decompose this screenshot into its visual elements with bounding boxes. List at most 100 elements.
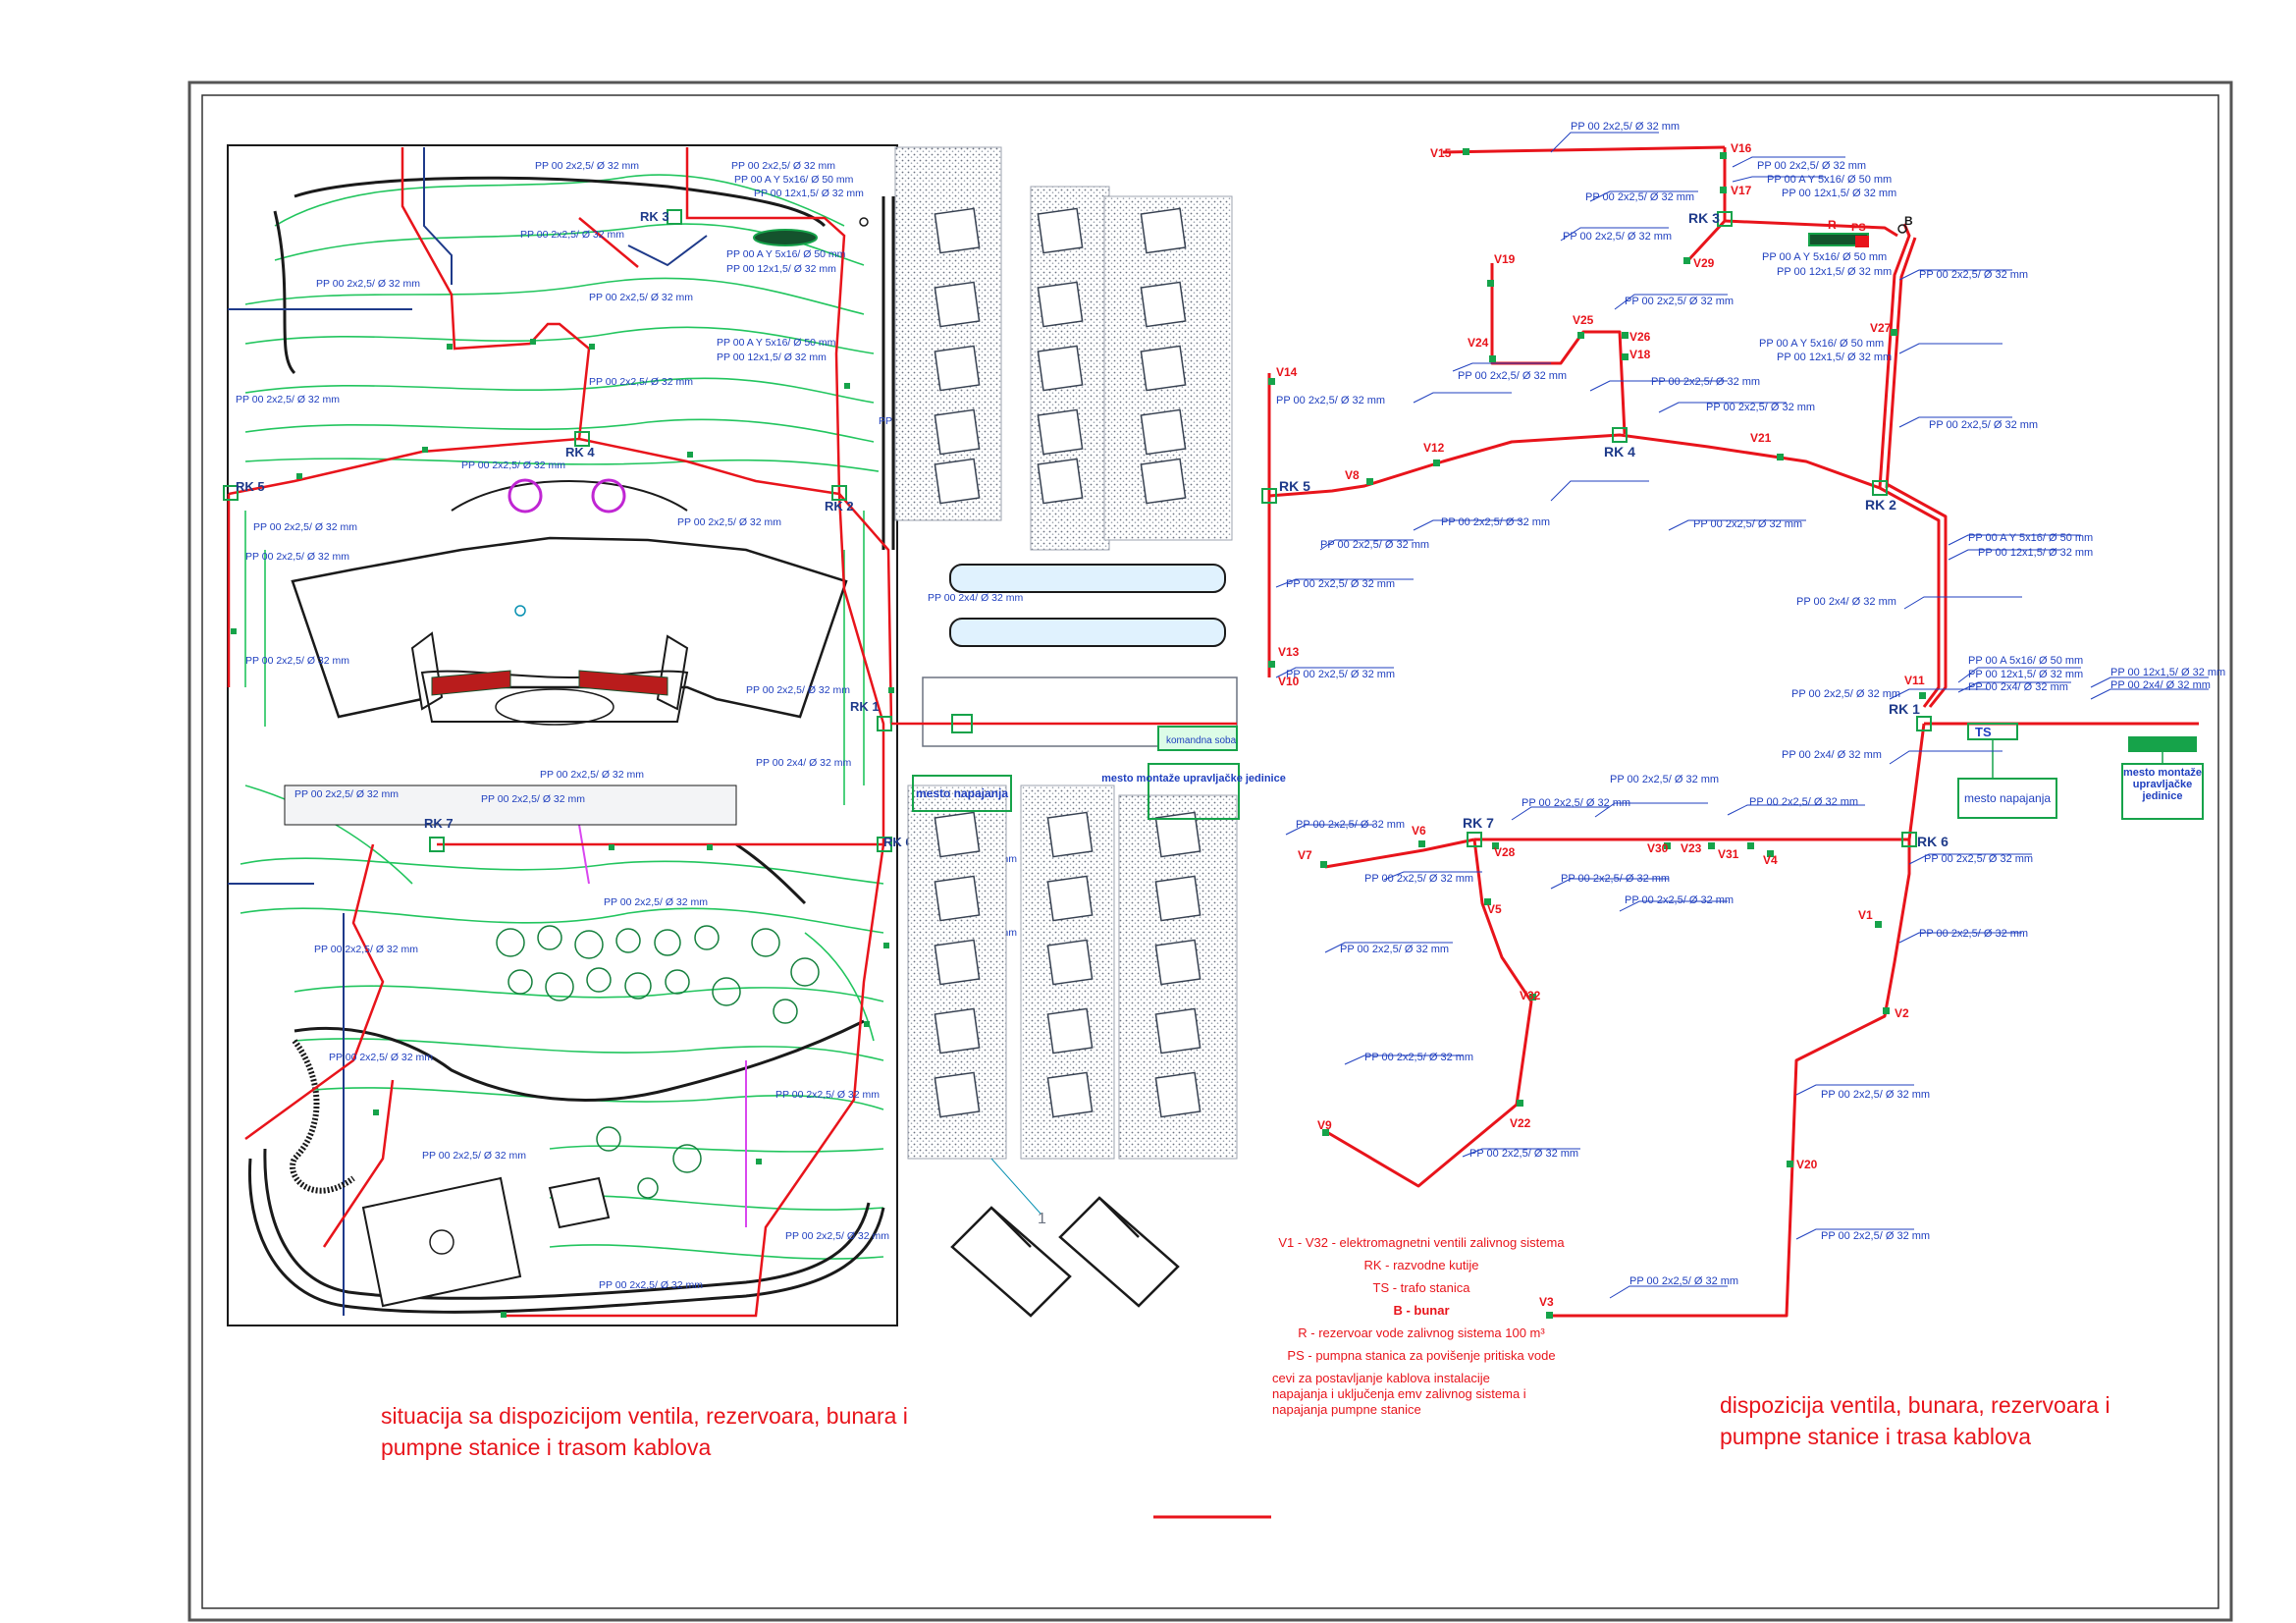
magenta-lines bbox=[578, 824, 747, 1227]
valve-v15: V15 bbox=[1430, 146, 1452, 160]
inner-frame bbox=[201, 94, 2219, 1609]
site-cable-label: PP 00 2x2,5/ Ø 32 mm bbox=[422, 1150, 526, 1162]
terrain-contours bbox=[240, 174, 884, 1260]
plaza bbox=[451, 478, 688, 514]
cable-label: PP 00 2x2,5/ Ø 32 mm bbox=[1286, 578, 1395, 590]
cable-label: PP 00 2x2,5/ Ø 32 mm bbox=[1651, 376, 1760, 388]
reservoir-label: R bbox=[1828, 218, 1837, 232]
legend-bunar: B - bunar bbox=[1393, 1303, 1450, 1318]
cable-label: PP 00 2x2,5/ Ø 32 mm bbox=[1821, 1230, 1930, 1242]
site-cable-label: PP 00 2x2,5/ Ø 32 mm bbox=[535, 160, 639, 172]
valve-v14: V14 bbox=[1276, 365, 1298, 379]
site-rk5-label: RK 5 bbox=[236, 479, 265, 494]
cable-label: PP 00 2x2,5/ Ø 32 mm bbox=[1441, 516, 1550, 528]
valve-v21: V21 bbox=[1750, 431, 1772, 445]
cable-label: PP 00 12x1,5/ Ø 32 mm bbox=[1782, 188, 1896, 199]
valve-v27: V27 bbox=[1870, 321, 1892, 335]
cable-label: PP 00 2x2,5/ Ø 32 mm bbox=[1561, 873, 1670, 885]
schematic-cable-labels: PP 00 2x2,5/ Ø 32 mm PP 00 2x2,5/ Ø 32 m… bbox=[1276, 121, 2225, 1287]
schematic: RK 3 RK 4 RK 5 RK 2 RK 1 RK 6 RK 7 V15 V… bbox=[1261, 121, 2225, 1319]
cable-label: PP 00 2x2,5/ Ø 32 mm bbox=[1522, 797, 1630, 809]
site-cable-label: PP 00 2x2,5/ Ø 32 mm bbox=[245, 655, 349, 667]
cable-label: PP 00 12x1,5/ Ø 32 mm bbox=[1978, 547, 2093, 559]
main-building bbox=[291, 536, 848, 726]
middle-napajanje-label: mesto napajanja bbox=[916, 786, 1008, 800]
valve-v5: V5 bbox=[1487, 902, 1502, 916]
site-cable-label: PP 00 2x2,5/ Ø 32 mm bbox=[520, 229, 624, 241]
rk4-label: RK 4 bbox=[1604, 444, 1635, 460]
valve-v23: V23 bbox=[1681, 841, 1702, 855]
site-rk4-label: RK 4 bbox=[565, 445, 595, 460]
cable-label: PP 00 2x4/ Ø 32 mm bbox=[1782, 749, 1882, 761]
valve-v20: V20 bbox=[1796, 1158, 1818, 1171]
cable-label: PP 00 12x1,5/ Ø 32 mm bbox=[1777, 352, 1892, 363]
site-rk2-label: RK 2 bbox=[825, 499, 854, 514]
left-caption: situacija sa dispozicijom ventila, rezer… bbox=[381, 1403, 908, 1460]
legend-cevi: cevi za postavljanje kablova instalacije… bbox=[1272, 1371, 1526, 1417]
cable-label: PP 00 2x4/ Ø 32 mm bbox=[1796, 596, 1896, 608]
valve-v30: V30 bbox=[1647, 841, 1669, 855]
rk-labels: RK 3 RK 4 RK 5 RK 2 RK 1 RK 6 RK 7 bbox=[1279, 210, 1949, 849]
site-cable-label: PP 00 A Y 5x16/ Ø 50 mm bbox=[734, 174, 854, 186]
tree-clusters bbox=[496, 925, 820, 1199]
control-box-middle bbox=[1157, 726, 1238, 751]
valve-v4: V4 bbox=[1763, 853, 1778, 867]
roads bbox=[247, 176, 895, 1314]
valve-v2: V2 bbox=[1895, 1006, 1909, 1020]
well-label: B bbox=[1904, 214, 1913, 228]
valve-v31: V31 bbox=[1718, 847, 1739, 861]
upravljanje-box-label: mesto montaže upravljačke jedinice bbox=[2122, 767, 2203, 802]
valve-v28: V28 bbox=[1494, 845, 1516, 859]
outer-frame bbox=[187, 81, 2233, 1622]
cable-label: PP 00 2x2,5/ Ø 32 mm bbox=[1791, 688, 1900, 700]
site-cable-label: PP 00 2x2,5/ Ø 32 mm bbox=[329, 1052, 433, 1063]
trafo-label: TS bbox=[1975, 725, 1992, 739]
site-cable-label: PP 00 2x2,5/ Ø 32 mm bbox=[253, 521, 357, 533]
valve-v24: V24 bbox=[1468, 336, 1489, 350]
site-rk-labels: RK 3 RK 4 RK 2 RK 5 RK 1 RK 6 RK 7 bbox=[236, 209, 913, 849]
valve-v1: V1 bbox=[1858, 908, 1873, 922]
site-cable-label: PP 00 2x2,5/ Ø 32 mm bbox=[589, 376, 693, 388]
cable-label: PP 00 2x2,5/ Ø 32 mm bbox=[1364, 873, 1473, 885]
greenhouses bbox=[949, 564, 1226, 647]
site-cable-label: PP 00 12x1,5/ Ø 32 mm bbox=[717, 352, 827, 363]
rk5-label: RK 5 bbox=[1279, 478, 1310, 494]
cable-label: PP 00 2x2,5/ Ø 32 mm bbox=[1364, 1052, 1473, 1063]
legend-rezervoar: R - rezervoar vode zalivnog sistema 100 … bbox=[1298, 1325, 1545, 1340]
valve-v25: V25 bbox=[1573, 313, 1594, 327]
site-rk-nodes bbox=[223, 209, 892, 852]
napajanje-box bbox=[1957, 778, 2057, 819]
service-yard bbox=[922, 676, 1238, 747]
upravljanje-header bbox=[2128, 736, 2197, 752]
site-cable-label: PP 00 2x4/ Ø 32 mm bbox=[928, 592, 1024, 604]
cable-label: PP 00 2x2,5/ Ø 32 mm bbox=[1286, 669, 1395, 680]
cable-label: PP 00 2x2,5/ Ø 32 mm bbox=[1469, 1148, 1578, 1160]
house-footprints bbox=[934, 207, 1201, 1118]
site-cable-label: PP 00 2x2,5/ Ø 32 mm bbox=[599, 1279, 703, 1291]
site-cable-label: PP 00 12x1,5/ Ø 32 mm bbox=[726, 263, 836, 275]
leader-lines bbox=[1275, 132, 2209, 1299]
valve-v13: V13 bbox=[1278, 645, 1300, 659]
pump-station-symbol bbox=[1855, 236, 1869, 247]
cable-label: PP 00 A Y 5x16/ Ø 50 mm bbox=[1968, 532, 2093, 544]
cable-label: PP 00 2x2,5/ Ø 32 mm bbox=[1625, 894, 1734, 906]
site-boundary bbox=[227, 144, 898, 1326]
cable-label: PP 00 2x2,5/ Ø 32 mm bbox=[1919, 928, 2028, 940]
control-room-label: komandna soba bbox=[1166, 735, 1237, 746]
cable-label: PP 00 12x1,5/ Ø 32 mm bbox=[1968, 669, 2083, 680]
cable-label: PP 00 2x2,5/ Ø 32 mm bbox=[1749, 796, 1858, 808]
valve-markers bbox=[1268, 148, 1926, 1319]
detail-leader bbox=[990, 1158, 1041, 1215]
site-cable-label: PP 00 2x4/ Ø 32 mm bbox=[756, 757, 852, 769]
valve-v12: V12 bbox=[1423, 441, 1445, 455]
cable-label: PP 00 12x1,5/ Ø 32 mm bbox=[2110, 667, 2225, 678]
site-cable-label: PP 00 2x2,5/ Ø 32 mm bbox=[775, 1089, 880, 1101]
legend-rk: RK - razvodne kutije bbox=[1363, 1258, 1479, 1272]
valve-v7: V7 bbox=[1298, 848, 1312, 862]
site-cable-label: PP 00 2x2,5/ Ø 32 mm bbox=[316, 278, 420, 290]
site-cable-label: PP 00 2x2,5/ Ø 32 mm bbox=[604, 896, 708, 908]
cable-label: PP 00 2x2,5/ Ø 32 mm bbox=[1276, 395, 1385, 406]
site-cable-label: PP 00 2x2,5/ Ø 32 mm bbox=[481, 793, 585, 805]
blue-lines bbox=[228, 147, 708, 1316]
valve-v29: V29 bbox=[1693, 256, 1715, 270]
